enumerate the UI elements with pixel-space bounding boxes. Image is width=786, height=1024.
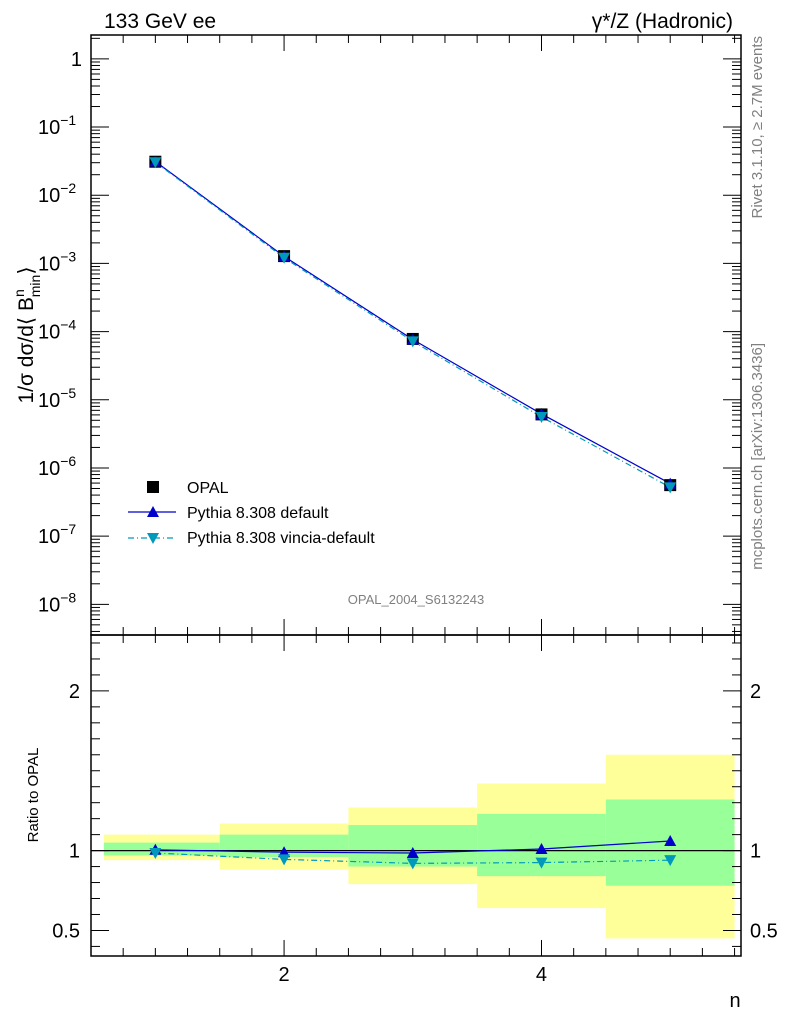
ratio-y-tick-label-right: 2 [750, 681, 761, 703]
y-tick-label-base: 10 [38, 117, 60, 139]
ratio-y-axis-label: Ratio to OPAL [25, 748, 42, 843]
ratio-frame [90, 634, 742, 957]
vincia-point [406, 336, 419, 348]
y-tick-label-exp: −6 [60, 453, 76, 469]
main-y-axis-label: 1/σ dσ/d⟨ Bnmin⟩ [11, 266, 43, 403]
ratio-vincia-line [155, 852, 671, 864]
ratio-vincia-point [149, 847, 162, 859]
y-tick-label-exp: −1 [60, 112, 76, 128]
legend-opal-marker [147, 481, 159, 493]
ylabel-sup: n [11, 289, 27, 297]
header-right: γ*/Z (Hadronic) [592, 10, 733, 33]
ratio-y-ticks: 0.5 0.5 1 1 2 2 [52, 642, 778, 947]
vincia-point [149, 157, 162, 169]
y-tick-label-base: 10 [38, 458, 60, 480]
y-tick-label-exp: −4 [60, 317, 76, 333]
legend: OPAL Pythia 8.308 default Pythia 8.308 v… [128, 480, 375, 547]
y-tick-label: 10−3 [38, 248, 76, 275]
y-tick-label-base: 10 [38, 322, 60, 344]
ratio-series [149, 835, 677, 870]
y-tick-label-base: 10 [38, 594, 60, 616]
rivet-label: Rivet 3.1.10, ≥ 2.7M events [749, 36, 766, 219]
ylabel-sub: min [27, 275, 43, 298]
ratio-pythia-point [406, 846, 419, 858]
analysis-watermark: OPAL_2004_S6132243 [348, 592, 484, 607]
ratio-pythia-point [535, 843, 548, 854]
ratio-y-tick-label-right: 1 [750, 841, 761, 863]
ratio-y-tick-label-left: 0.5 [52, 920, 80, 942]
legend-pythia-marker [147, 506, 159, 517]
ratio-y-tick-label-left: 1 [69, 841, 80, 863]
ratio-vincia-point [535, 857, 548, 869]
main-y-ticks: 110−110−210−310−410−510−610−710−8 [38, 37, 741, 632]
vincia-line [154, 161, 671, 488]
y-tick-label-exp: −3 [60, 248, 76, 264]
ratio-vincia-point [406, 858, 419, 870]
main-series [149, 155, 677, 494]
vincia-point [535, 411, 548, 423]
y-tick-label: 10−8 [38, 589, 76, 616]
mcplots-label: mcplots.cern.ch [arXiv:1306.3436] [749, 343, 766, 570]
x-tick-label: 4 [536, 964, 547, 986]
ratio-vincia-point [278, 854, 291, 866]
y-tick-label: 10−5 [38, 385, 76, 412]
y-tick-label-base: 10 [38, 185, 60, 207]
legend-opal-label: OPAL [187, 480, 229, 497]
ylabel-end: ⟩ [15, 266, 38, 274]
y-tick-label: 10−4 [38, 317, 76, 344]
vincia-point [278, 252, 291, 264]
x-axis-label: n [729, 990, 740, 1012]
x-tick-label: 2 [279, 964, 290, 986]
legend-vincia-marker [147, 533, 159, 544]
y-tick-label: 10−1 [38, 112, 76, 139]
y-tick-label: 1 [71, 49, 82, 71]
ratio-bands [103, 754, 735, 939]
main-x-ticks [122, 35, 736, 635]
ratio-y-tick-label-right: 0.5 [750, 920, 778, 942]
y-tick-label-base: 10 [38, 390, 60, 412]
y-tick-label: 10−7 [38, 521, 76, 548]
main-panel: 110−110−210−310−410−510−610−710−8 1/σ dσ… [11, 34, 742, 636]
y-tick-label-exp: −8 [60, 589, 76, 605]
ratio-pythia-point [664, 835, 677, 847]
ylabel-main: 1/σ dσ/d⟨ B [15, 297, 38, 404]
legend-pythia-label: Pythia 8.308 default [187, 505, 329, 522]
y-tick-label: 10−6 [38, 453, 76, 480]
ratio-vincia-point [664, 855, 677, 867]
ratio-band-inner [103, 842, 220, 856]
ratio-y-tick-label-left: 2 [69, 681, 80, 703]
y-tick-label-base: 10 [38, 253, 60, 275]
y-tick-label-exp: −7 [60, 521, 76, 537]
y-tick-label-exp: −2 [60, 180, 76, 196]
legend-vincia-label: Pythia 8.308 vincia-default [187, 530, 375, 547]
y-tick-label-base: 10 [38, 526, 60, 548]
y-tick-label-exp: −5 [60, 385, 76, 401]
vincia-point [664, 482, 677, 494]
y-tick-label-base: 1 [71, 49, 82, 71]
y-tick-label: 10−2 [38, 180, 76, 207]
pythia-line [155, 161, 671, 485]
header-left: 133 GeV ee [104, 10, 216, 33]
